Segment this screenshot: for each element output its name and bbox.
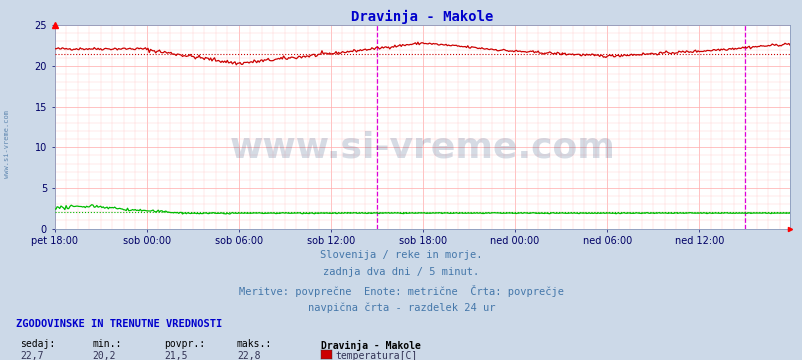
Text: temperatura[C]: temperatura[C] bbox=[335, 351, 417, 360]
Text: povpr.:: povpr.: bbox=[164, 339, 205, 350]
Text: min.:: min.: bbox=[92, 339, 122, 350]
Text: 21,5: 21,5 bbox=[164, 351, 188, 360]
Text: 22,7: 22,7 bbox=[20, 351, 43, 360]
Text: sedaj:: sedaj: bbox=[20, 339, 55, 350]
Text: Dravinja - Makole: Dravinja - Makole bbox=[321, 339, 420, 351]
Text: www.si-vreme.com: www.si-vreme.com bbox=[4, 110, 10, 178]
Text: maks.:: maks.: bbox=[237, 339, 272, 350]
Text: 22,8: 22,8 bbox=[237, 351, 260, 360]
Text: Slovenija / reke in morje.: Slovenija / reke in morje. bbox=[320, 250, 482, 260]
Text: ZGODOVINSKE IN TRENUTNE VREDNOSTI: ZGODOVINSKE IN TRENUTNE VREDNOSTI bbox=[16, 319, 222, 329]
Title: Dravinja - Makole: Dravinja - Makole bbox=[350, 10, 493, 24]
Text: navpična črta - razdelek 24 ur: navpična črta - razdelek 24 ur bbox=[307, 302, 495, 312]
Text: Meritve: povprečne  Enote: metrične  Črta: povprečje: Meritve: povprečne Enote: metrične Črta:… bbox=[239, 285, 563, 297]
Text: 20,2: 20,2 bbox=[92, 351, 115, 360]
Text: zadnja dva dni / 5 minut.: zadnja dva dni / 5 minut. bbox=[323, 267, 479, 278]
Text: www.si-vreme.com: www.si-vreme.com bbox=[229, 130, 614, 164]
